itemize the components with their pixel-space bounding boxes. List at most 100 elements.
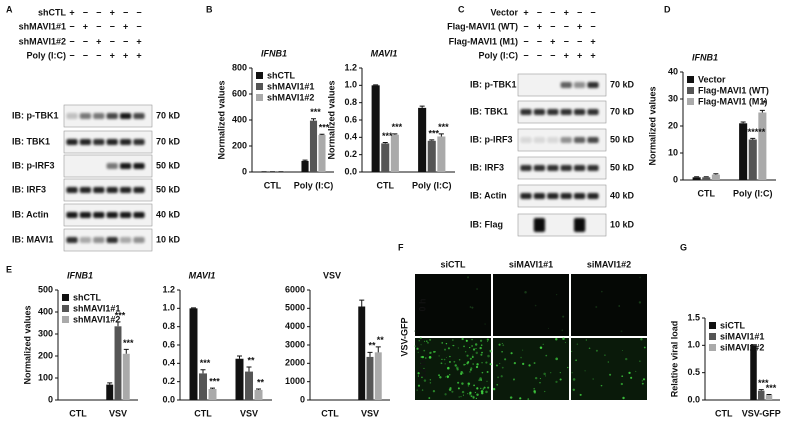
error-bar (694, 176, 700, 178)
gfp-cell (496, 383, 499, 386)
gfp-cell (542, 343, 544, 345)
y-tick-label: 0.8 (162, 321, 175, 331)
gfp-cell (457, 387, 460, 390)
gfp-cell (625, 357, 628, 361)
significance: ** (377, 335, 385, 345)
error-bar (236, 355, 242, 359)
gfp-cell (467, 276, 470, 279)
band (573, 109, 586, 115)
gfp-cell (485, 390, 488, 394)
condition-sign: + (550, 36, 555, 46)
gfp-cell (620, 330, 623, 333)
x-tick-label: CTL (715, 408, 733, 418)
y-tick-label: 1.2 (344, 62, 357, 72)
condition-sign: − (136, 21, 141, 31)
significance: *** (392, 122, 403, 132)
gfp-cell (555, 357, 558, 361)
gfp-cell (440, 362, 443, 365)
image-column-label: siCTL (440, 259, 466, 269)
gfp-cell (473, 384, 475, 387)
error-bar (359, 299, 365, 307)
band (560, 82, 572, 88)
band (79, 139, 92, 145)
bar (748, 139, 757, 180)
gfp-cell (445, 376, 447, 378)
error-bar (750, 137, 756, 140)
blot-label: IB: Actin (470, 190, 507, 200)
condition-sign: − (523, 50, 528, 60)
size-marker: 70 kD (610, 79, 635, 89)
gfp-cell (630, 376, 633, 379)
bar (366, 356, 374, 400)
legend-swatch (62, 294, 69, 301)
gfp-cell (417, 351, 419, 354)
condition-sign: + (564, 7, 569, 17)
size-marker: 50 kD (156, 184, 181, 194)
error-bar (703, 176, 709, 178)
legend-swatch (709, 344, 716, 351)
legend-label: siCTL (720, 320, 746, 330)
gfp-cell (489, 363, 492, 366)
panel-label: D (664, 4, 671, 14)
gfp-cell (564, 341, 567, 344)
x-tick-label: Poly (I:C) (733, 188, 773, 198)
gfp-cell (628, 371, 631, 375)
band (79, 113, 92, 119)
y-tick-label: 30 (668, 93, 678, 103)
gfp-cell (621, 349, 623, 351)
gfp-cell (501, 350, 503, 353)
gfp-cell (416, 389, 418, 391)
gfp-cell (534, 304, 537, 307)
error-bar (751, 344, 756, 346)
condition-sign: − (69, 36, 74, 46)
size-marker: 40 kD (610, 190, 635, 200)
bar (418, 107, 427, 172)
condition-sign: − (110, 36, 115, 46)
band (547, 109, 559, 115)
gfp-cell (414, 345, 416, 347)
condition-sign: − (96, 50, 101, 60)
y-tick-label: 0 (48, 394, 53, 404)
gfp-cell (480, 344, 483, 346)
gfp-cell (472, 354, 474, 356)
significance: *** (438, 122, 449, 132)
gfp-cell (441, 342, 443, 344)
legend-label: Vector (698, 74, 726, 84)
gfp-cell (460, 372, 463, 375)
gfp-cell (543, 372, 546, 376)
condition-label: Vector (490, 7, 518, 17)
significance: *** (115, 310, 126, 320)
gfp-cell (458, 358, 461, 361)
bar (371, 85, 380, 172)
band (520, 193, 532, 199)
y-tick-label: 1000 (285, 376, 305, 386)
gfp-cell (567, 366, 569, 369)
micrograph (571, 274, 647, 336)
legend-label: shMAVI1#2 (73, 314, 120, 324)
band (119, 187, 132, 193)
y-tick-label: 5000 (285, 303, 305, 313)
gfp-cell (472, 363, 474, 365)
gfp-cell (595, 305, 598, 308)
error-bar (375, 346, 381, 353)
band (533, 165, 546, 171)
gfp-cell (466, 354, 469, 357)
condition-sign: − (83, 50, 88, 60)
gfp-cell (419, 337, 422, 340)
gfp-cell (481, 351, 483, 354)
band (133, 163, 145, 169)
panel-label: A (6, 4, 13, 14)
band (133, 113, 145, 119)
condition-sign: − (590, 21, 595, 31)
y-tick-label: 0.2 (344, 149, 357, 159)
size-marker: 70 kD (156, 110, 181, 120)
micrograph (415, 338, 491, 400)
gfp-cell (461, 390, 465, 394)
legend-swatch (256, 94, 263, 101)
band (79, 212, 92, 218)
error-bar (713, 173, 719, 175)
x-tick-label: CTL (377, 180, 395, 190)
gfp-cell (539, 382, 541, 384)
condition-sign: − (136, 7, 141, 17)
condition-sign: + (136, 36, 141, 46)
